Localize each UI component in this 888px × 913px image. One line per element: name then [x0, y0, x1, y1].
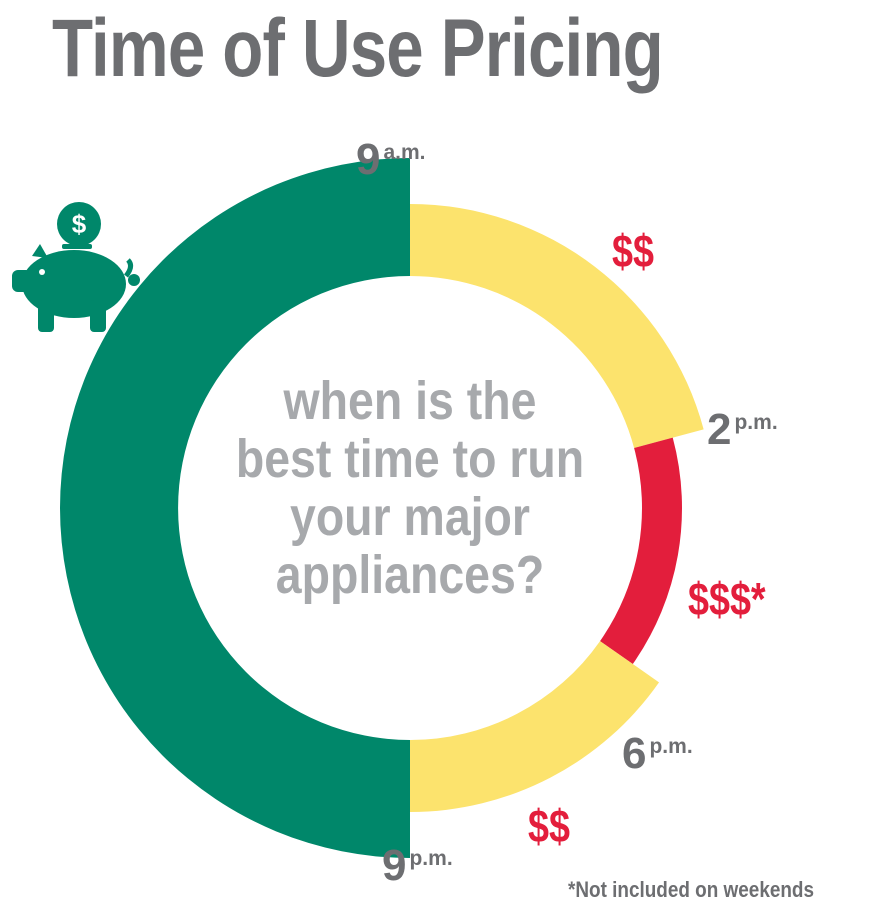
donut-segment-mid-peak-0	[410, 204, 704, 448]
question-line-2: best time to run	[235, 429, 585, 489]
time-label-9pm: 9 p.m.	[382, 844, 453, 888]
coin-icon	[57, 202, 101, 246]
time-label-hour: 2	[707, 405, 732, 454]
donut-segment-off-peak-3	[60, 158, 410, 858]
time-label-suffix: p.m.	[409, 847, 453, 870]
question-line-1: when is the	[283, 371, 537, 431]
time-label-9am: 9 a.m.	[356, 138, 426, 182]
time-label-2pm: 2 p.m.	[707, 408, 778, 452]
time-label-suffix: a.m.	[383, 141, 426, 164]
donut-segment-mid-peak-2	[410, 641, 660, 812]
center-question: when is the best time to run your major …	[204, 372, 617, 604]
price-label-peak: $$$*	[688, 573, 766, 625]
price-label-morning: $$	[612, 225, 654, 277]
time-label-suffix: p.m.	[734, 411, 778, 434]
question-line-4: appliances?	[275, 545, 545, 605]
coin-symbol: $	[72, 209, 87, 239]
question-line-3: your major	[289, 487, 530, 547]
page-title: Time of Use Pricing	[52, 3, 664, 94]
time-label-hour: 9	[356, 135, 381, 184]
piggy-bank-icon: $	[12, 202, 140, 332]
time-label-hour: 6	[622, 729, 647, 778]
donut-segment-on-peak-1	[600, 437, 682, 665]
price-label-evening: $$	[528, 800, 570, 852]
footnote: *Not included on weekends	[568, 877, 815, 902]
time-label-6pm: 6 p.m.	[622, 732, 693, 776]
time-label-suffix: p.m.	[649, 735, 693, 758]
time-label-hour: 9	[382, 841, 407, 890]
